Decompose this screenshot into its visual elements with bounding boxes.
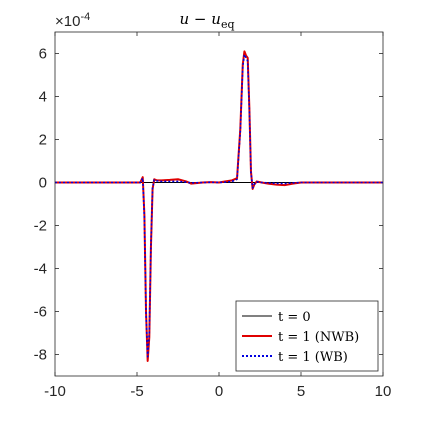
chart-title-main: u − u xyxy=(180,10,221,28)
y-tick-label: 2 xyxy=(39,132,47,149)
y-multiplier-base: ×10 xyxy=(55,13,80,30)
chart-title-subscript: eq xyxy=(221,18,235,31)
y-tick-label: -2 xyxy=(34,218,47,235)
legend-label-nwb: t = 1 (NWB) xyxy=(278,330,359,345)
series-layer xyxy=(55,50,383,362)
legend: t = 0 t = 1 (NWB) t = 1 (WB) xyxy=(235,300,379,372)
x-tick-label: 0 xyxy=(215,383,223,400)
legend-label-t0: t = 0 xyxy=(278,310,311,325)
chart-title: u − ueq xyxy=(180,10,235,31)
y-tick-label: -8 xyxy=(34,347,47,364)
y-tick-label: 6 xyxy=(39,46,47,63)
legend-label-wb: t = 1 (WB) xyxy=(278,350,348,365)
y-tick-labels: -8 -6 -4 -2 0 2 4 6 xyxy=(34,46,47,364)
x-tick-label: -10 xyxy=(44,383,66,400)
x-tick-label: 10 xyxy=(375,383,392,400)
y-tick-label: -4 xyxy=(34,261,47,278)
y-tick-label: 0 xyxy=(39,175,47,192)
y-multiplier: ×10-4 xyxy=(55,11,90,30)
y-tick-label: -6 xyxy=(34,304,47,321)
plot-frame xyxy=(54,31,384,377)
x-tick-labels: -10 -5 0 5 10 xyxy=(44,383,391,400)
y-multiplier-exponent: -4 xyxy=(80,11,90,23)
y-tick-label: 4 xyxy=(39,89,47,106)
series-line-wb xyxy=(55,53,383,358)
x-tick-label: -5 xyxy=(130,383,143,400)
x-tick-label: 5 xyxy=(297,383,305,400)
